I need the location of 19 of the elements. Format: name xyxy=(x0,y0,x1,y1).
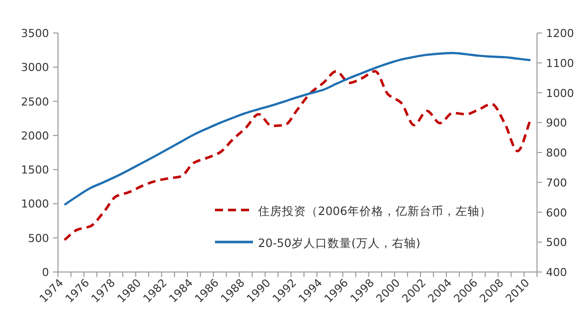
y2-tick-label: 800 xyxy=(546,146,567,160)
legend-label: 住房投资（2006年价格，亿新台币，左轴） xyxy=(258,204,492,218)
y2-tick-label: 900 xyxy=(546,116,567,130)
y2-tick-label: 600 xyxy=(546,206,567,220)
legend-label: 20-50岁人口数量(万人，右轴) xyxy=(258,236,420,250)
y-tick-label: 2000 xyxy=(21,129,49,142)
y2-tick-label: 1200 xyxy=(546,27,574,40)
y2-tick-label: 1000 xyxy=(546,86,574,100)
y2-tick-label: 500 xyxy=(546,236,567,250)
y-tick-label: 1000 xyxy=(21,198,49,211)
y2-tick-label: 400 xyxy=(546,266,567,279)
y2-tick-label: 700 xyxy=(546,176,567,190)
y-tick-label: 500 xyxy=(28,232,49,245)
y-tick-label: 1500 xyxy=(21,164,49,177)
y-tick-label: 2500 xyxy=(21,95,49,108)
y2-tick-label: 1100 xyxy=(546,56,574,70)
y-tick-label: 0 xyxy=(42,266,49,279)
y-tick-label: 3000 xyxy=(21,61,49,74)
y-tick-label: 3500 xyxy=(21,27,49,40)
